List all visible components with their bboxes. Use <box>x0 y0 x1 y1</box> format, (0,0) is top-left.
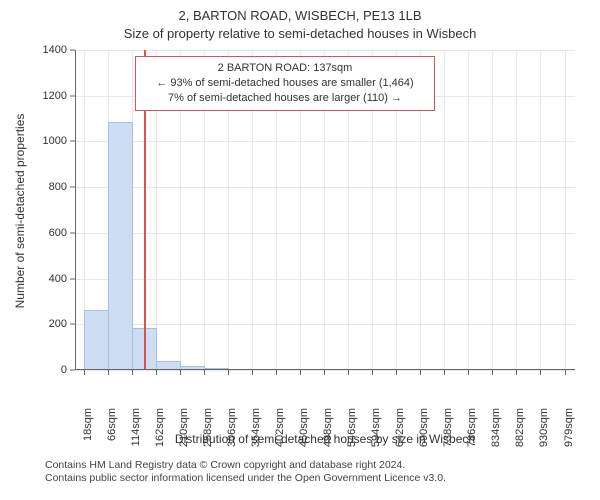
x-tick-label: 546sqm <box>346 408 358 464</box>
y-tick-mark <box>70 324 75 325</box>
annotation-line2: ← 93% of semi-detached houses are smalle… <box>144 76 426 91</box>
gridline-vertical <box>516 50 517 370</box>
x-tick-label: 18sqm <box>82 408 94 464</box>
x-tick-mark <box>252 370 253 375</box>
x-tick-label: 498sqm <box>322 408 334 464</box>
y-axis-label: Number of semi-detached properties <box>13 101 27 321</box>
x-tick-mark <box>156 370 157 375</box>
x-tick-mark <box>324 370 325 375</box>
gridline-vertical <box>540 50 541 370</box>
x-tick-label: 690sqm <box>418 408 430 464</box>
x-tick-mark <box>420 370 421 375</box>
x-tick-mark <box>444 370 445 375</box>
y-tick-label: 0 <box>35 364 67 376</box>
figure-container: 2, BARTON ROAD, WISBECH, PE13 1LB Size o… <box>0 0 600 500</box>
x-tick-label: 114sqm <box>130 408 142 464</box>
y-tick-label: 1400 <box>35 44 67 56</box>
x-axis-line <box>75 369 575 370</box>
x-tick-mark <box>132 370 133 375</box>
y-tick-label: 800 <box>35 181 67 193</box>
x-tick-mark <box>372 370 373 375</box>
x-tick-mark <box>516 370 517 375</box>
x-tick-label: 162sqm <box>154 408 166 464</box>
gridline-horizontal <box>75 370 575 371</box>
y-tick-label: 1200 <box>35 90 67 102</box>
x-tick-mark <box>300 370 301 375</box>
x-tick-mark <box>108 370 109 375</box>
y-tick-mark <box>70 50 75 51</box>
y-tick-mark <box>70 370 75 371</box>
annotation-line1: 2 BARTON ROAD: 137sqm <box>144 61 426 76</box>
gridline-horizontal <box>75 233 575 234</box>
gridline-vertical <box>444 50 445 370</box>
footer-line2: Contains public sector information licen… <box>45 472 446 486</box>
gridline-horizontal <box>75 324 575 325</box>
annotation-box: 2 BARTON ROAD: 137sqm ← 93% of semi-deta… <box>135 56 435 111</box>
y-tick-mark <box>70 95 75 96</box>
x-tick-mark <box>204 370 205 375</box>
gridline-vertical <box>492 50 493 370</box>
gridline-horizontal <box>75 50 575 51</box>
gridline-horizontal <box>75 141 575 142</box>
x-tick-label: 979sqm <box>563 408 575 464</box>
y-tick-mark <box>70 141 75 142</box>
x-tick-mark <box>492 370 493 375</box>
x-tick-label: 258sqm <box>202 408 214 464</box>
y-tick-mark <box>70 278 75 279</box>
y-tick-label: 200 <box>35 318 67 330</box>
x-tick-label: 594sqm <box>370 408 382 464</box>
x-tick-mark <box>540 370 541 375</box>
x-tick-mark <box>396 370 397 375</box>
y-tick-mark <box>70 187 75 188</box>
x-tick-mark <box>276 370 277 375</box>
x-tick-label: 450sqm <box>298 408 310 464</box>
histogram-bar <box>108 122 133 370</box>
x-tick-label: 402sqm <box>274 408 286 464</box>
x-tick-mark <box>180 370 181 375</box>
gridline-horizontal <box>75 187 575 188</box>
x-tick-label: 834sqm <box>490 408 502 464</box>
x-tick-mark <box>468 370 469 375</box>
histogram-bar <box>84 310 109 370</box>
x-tick-mark <box>348 370 349 375</box>
x-tick-label: 738sqm <box>442 408 454 464</box>
x-tick-mark <box>565 370 566 375</box>
x-tick-label: 930sqm <box>538 408 550 464</box>
y-tick-label: 1000 <box>35 135 67 147</box>
x-tick-mark <box>84 370 85 375</box>
x-tick-mark <box>228 370 229 375</box>
y-axis-line <box>75 50 76 370</box>
y-tick-label: 400 <box>35 273 67 285</box>
annotation-line3: 7% of semi-detached houses are larger (1… <box>144 91 426 106</box>
x-tick-label: 354sqm <box>250 408 262 464</box>
gridline-horizontal <box>75 279 575 280</box>
y-tick-label: 600 <box>35 227 67 239</box>
gridline-vertical <box>468 50 469 370</box>
x-tick-label: 210sqm <box>178 408 190 464</box>
title-sub: Size of property relative to semi-detach… <box>0 26 600 41</box>
x-tick-label: 306sqm <box>226 408 238 464</box>
x-tick-label: 786sqm <box>466 408 478 464</box>
title-main: 2, BARTON ROAD, WISBECH, PE13 1LB <box>0 8 600 23</box>
x-tick-label: 642sqm <box>394 408 406 464</box>
y-tick-mark <box>70 232 75 233</box>
x-tick-label: 882sqm <box>514 408 526 464</box>
gridline-vertical <box>565 50 566 370</box>
x-tick-label: 66sqm <box>106 408 118 464</box>
